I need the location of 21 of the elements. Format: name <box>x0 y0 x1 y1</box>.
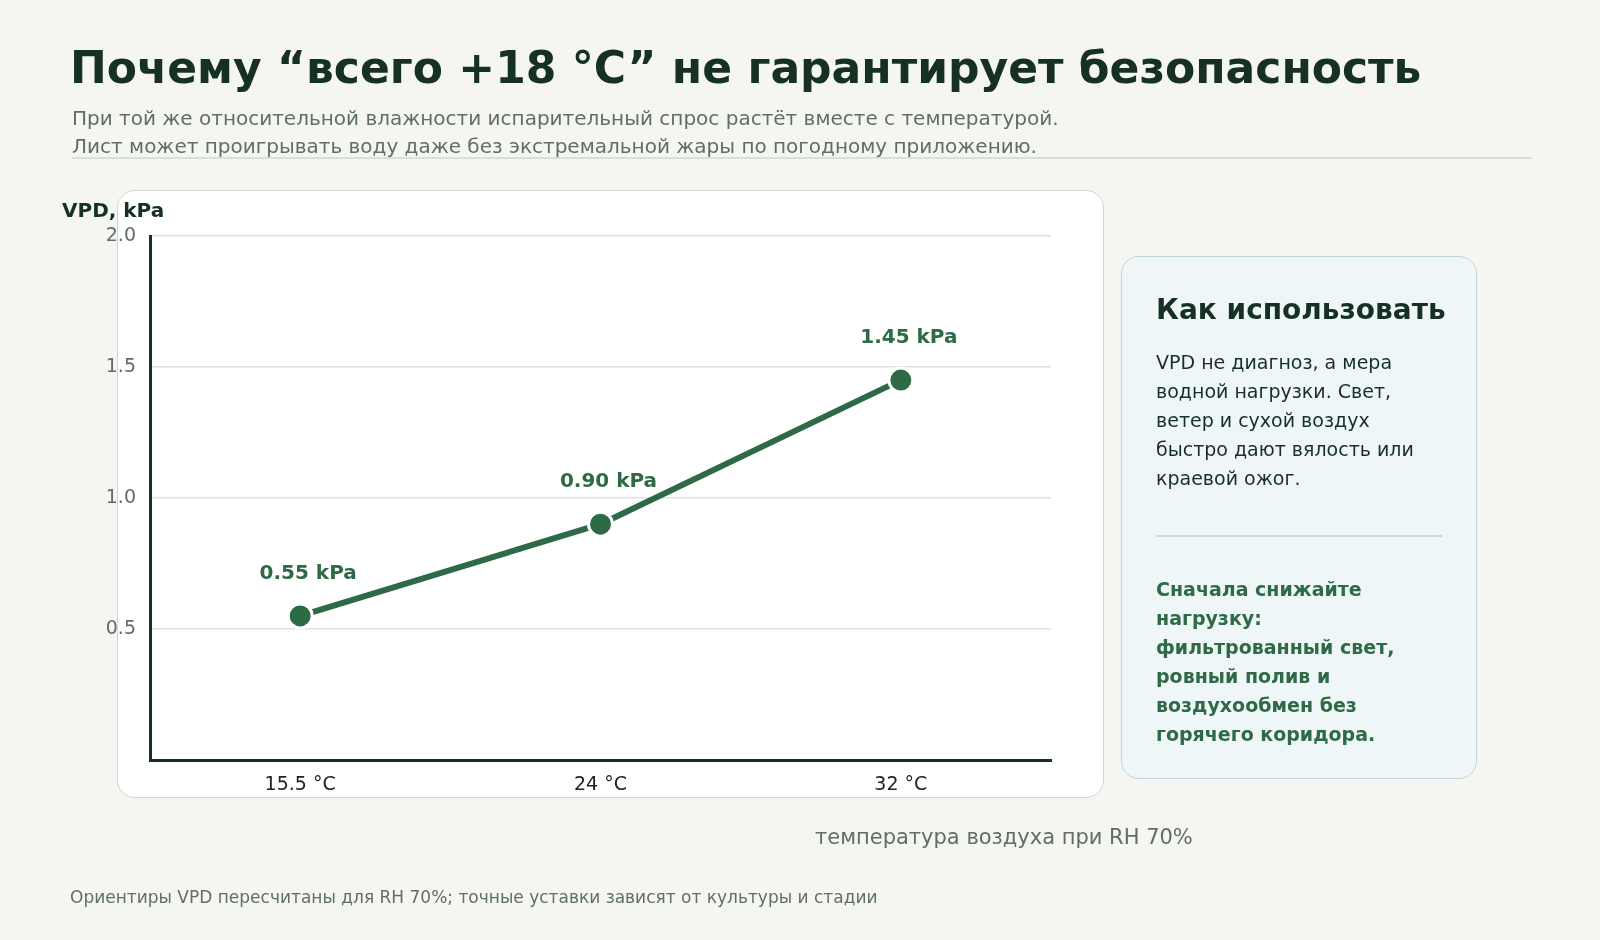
y-tick-label: 2.0 <box>105 222 136 245</box>
chart-title: Почему “всего +18 °C” не гарантирует безопасность <box>70 42 1422 93</box>
chart-subtitle: При той же относительной влажности испарительный спрос растёт вместе с температурой. Лист может проигрывать воду даже без экстремальной жары по погодному приложению. <box>72 105 1059 160</box>
text: VPD не диагноз, а мера водной нагрузки. Свет, ветер и сухой воздух быстро дают вялость или краевой ожог. <box>1156 350 1415 491</box>
y-tick-label: 0.5 <box>105 615 136 638</box>
point <box>286 602 314 630</box>
x-tick-label: 32 °C <box>874 772 928 795</box>
y-tick-label: 1.5 <box>105 353 136 376</box>
x-tick-label: 15.5 °C <box>264 772 336 795</box>
data-label: 0.90 kPa <box>559 468 658 493</box>
text: Ориентиры VPD пересчитаны для RH 70%; точные уставки зависят от культуры и стадии <box>70 887 878 907</box>
y-axis-title: VPD, kPa <box>62 198 165 222</box>
point <box>587 510 614 538</box>
data-label: 0.55 kPa <box>259 560 357 585</box>
y-tick-label: 1.0 <box>105 484 136 507</box>
data-label: 1.45 kPa <box>860 324 958 349</box>
text: Сначала снижайте нагрузку: фильтрованный свет, ровный полив и воздухообмен без горячего коридора. <box>1156 577 1396 747</box>
text: Как использовать <box>1156 293 1446 326</box>
x-tick-label: 24 °C <box>574 772 627 795</box>
x-axis-title: температура воздуха при RH 70% <box>815 825 1193 849</box>
point <box>887 366 915 394</box>
